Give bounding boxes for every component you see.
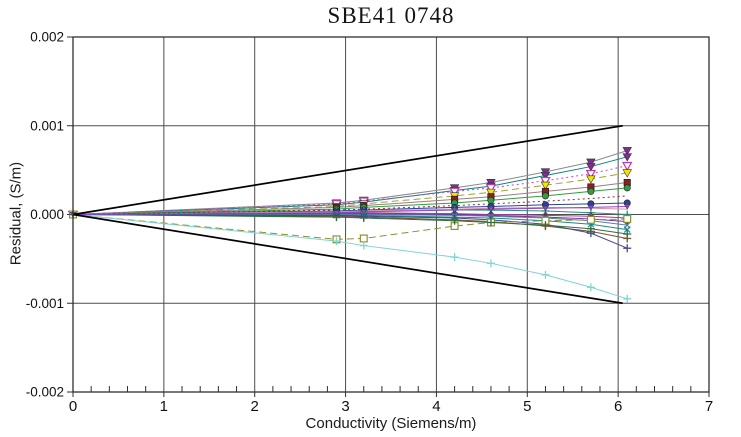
y-axis-label: Residual, (S/m) [7,161,25,266]
svg-text:5: 5 [523,398,531,415]
svg-text:1: 1 [160,398,168,415]
svg-text:0: 0 [69,398,77,415]
svg-text:0.002: 0.002 [30,30,64,45]
svg-text:3: 3 [341,398,349,415]
x-axis-label: Conductivity (Siemens/m) [305,415,477,432]
svg-text:4: 4 [432,398,440,415]
svg-text:-0.002: -0.002 [26,385,64,400]
svg-text:0.000: 0.000 [30,207,64,222]
svg-text:2: 2 [251,398,259,415]
chart-title: SBE41 0748 [327,3,455,28]
svg-text:0.001: 0.001 [30,118,64,133]
svg-text:6: 6 [614,398,622,415]
svg-text:-0.001: -0.001 [26,296,64,311]
svg-text:7: 7 [705,398,713,415]
